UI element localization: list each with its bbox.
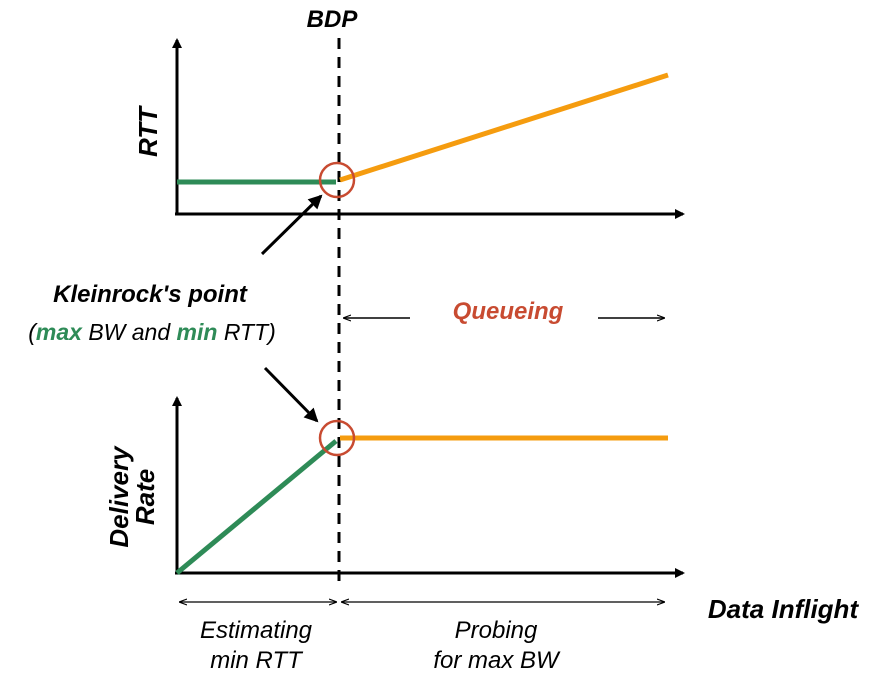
kleinrock-mid: BW and: [82, 319, 177, 345]
kleinrock-subtitle: (max BW and min RTT): [28, 319, 276, 345]
kleinrock-arrow-up: [260, 194, 323, 256]
bdp-label: BDP: [307, 6, 359, 33]
delivery-axis-label-line2: Rate: [130, 469, 160, 525]
kleinrock-min: min: [177, 319, 218, 345]
rtt-rising-orange-line: [339, 72, 669, 183]
rtt-axis-label: RTT: [133, 105, 163, 157]
delivery-rising-green-line: [175, 439, 338, 575]
delivery-kleinrock-circle: [318, 419, 356, 457]
estimating-label-line2: min RTT: [210, 647, 304, 674]
kleinrock-close: RTT): [217, 319, 275, 345]
estimating-label-line1: Estimating: [200, 617, 313, 644]
kleinrock-max: max: [36, 319, 83, 345]
kleinrock-title: Kleinrock's point: [53, 281, 248, 308]
queueing-label: Queueing: [453, 298, 564, 325]
probing-label-line1: Probing: [455, 617, 538, 644]
probing-label-line2: for max BW: [433, 647, 561, 674]
rtt-kleinrock-circle: [318, 161, 356, 199]
kleinrock-arrow-down: [263, 366, 319, 423]
x-axis-label: Data Inflight: [708, 594, 860, 624]
delivery-axis-label-line1: Delivery: [104, 445, 134, 548]
kleinrock-open: (: [28, 319, 38, 345]
